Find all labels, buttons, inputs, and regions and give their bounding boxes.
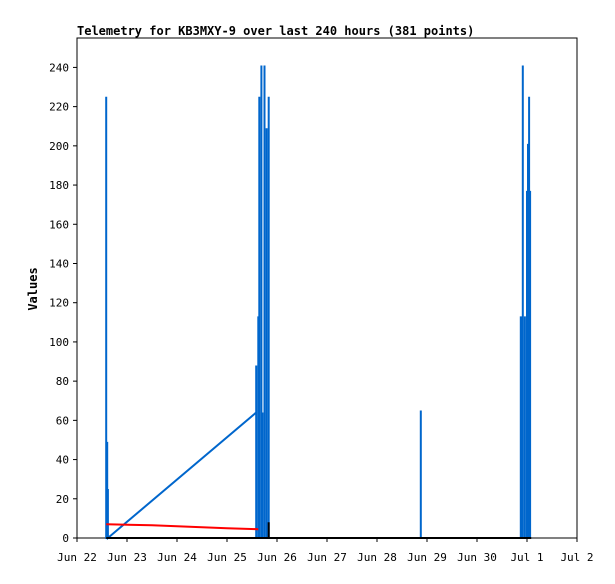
y-tick-label: 220	[49, 101, 69, 114]
x-tick-label: Jul 1	[510, 551, 543, 564]
y-tick-label: 20	[56, 493, 69, 506]
y-tick-label: 240	[49, 61, 69, 74]
plot-area-frame	[76, 37, 578, 539]
x-tick-label: Jun 22	[57, 551, 97, 564]
x-axis: Jun 22 Jun 23 Jun 24 Jun 25 Jun 26 Jun 27 Jun …	[57, 538, 594, 564]
series-line-2	[106, 522, 532, 539]
y-tick-label: 100	[49, 336, 69, 349]
x-tick-label: Jun 23	[107, 551, 147, 564]
series-line-1	[106, 523, 259, 531]
x-tick-label: Jun 24	[157, 551, 197, 564]
y-tick-label: 120	[49, 297, 69, 310]
x-tick-label: Jun 25	[207, 551, 247, 564]
y-axis: 0 20 40 60 80 100 120 140 160 180 200 220 240	[49, 61, 77, 545]
chart-title: Telemetry for KB3MXY-9 over last 240 hou…	[77, 24, 474, 38]
y-tick-label: 180	[49, 179, 69, 192]
y-tick-label: 200	[49, 140, 69, 153]
x-tick-label: Jun 27	[307, 551, 347, 564]
x-tick-label: Jun 30	[457, 551, 497, 564]
y-tick-label: 40	[56, 454, 69, 467]
x-tick-label: Jun 29	[407, 551, 447, 564]
y-tick-label: 140	[49, 257, 69, 270]
x-tick-label: Jun 26	[257, 551, 297, 564]
x-tick-label: Jul 2	[560, 551, 593, 564]
y-tick-label: 60	[56, 414, 69, 427]
series-line-0	[105, 65, 532, 541]
y-axis-label: Values	[26, 267, 40, 310]
y-tick-label: 0	[62, 532, 69, 545]
series-layer	[105, 65, 532, 541]
y-tick-label: 80	[56, 375, 69, 388]
y-tick-label: 160	[49, 218, 69, 231]
x-tick-label: Jun 28	[357, 551, 397, 564]
